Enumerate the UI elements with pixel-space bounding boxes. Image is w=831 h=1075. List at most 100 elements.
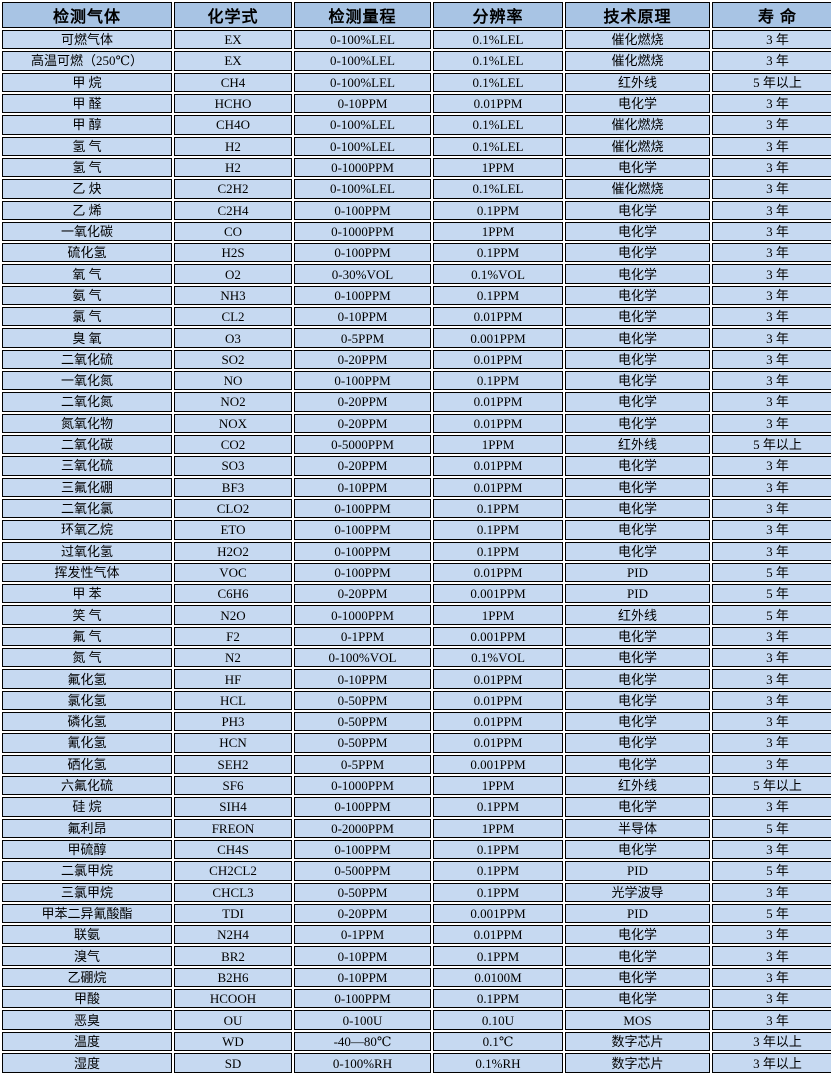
formula-cell: TDI xyxy=(174,903,292,924)
table-row: 氟化氢 HF 0-10PPM 0.01PPM 电化学 3 年 xyxy=(2,669,831,689)
lifespan-cell: 3 年 xyxy=(712,733,831,753)
lifespan-cell: 5 年 xyxy=(712,562,831,583)
range-cell: 0-1PPM xyxy=(294,925,431,945)
principle-cell: 红外线 xyxy=(565,434,710,455)
principle-cell: 电化学 xyxy=(565,989,710,1009)
range-cell: 0-100PPM xyxy=(294,797,431,817)
principle-cell: 电化学 xyxy=(565,328,710,348)
header-cell-principle: 技术原理 xyxy=(565,2,710,28)
lifespan-cell: 5 年 xyxy=(712,605,831,625)
table-row: 氢 气 H2 0-100%LEL 0.1%LEL 催化燃烧 3 年 xyxy=(2,136,831,156)
range-cell: 0-10PPM xyxy=(294,307,431,327)
formula-cell: SD xyxy=(174,1053,292,1073)
table-row: 氮氧化物 NOX 0-20PPM 0.01PPM 电化学 3 年 xyxy=(2,413,831,433)
gas-name-cell: 氧 气 xyxy=(2,264,172,284)
formula-cell: N2O xyxy=(174,605,292,625)
table-row: 二氧化氮 NO2 0-20PPM 0.01PPM 电化学 3 年 xyxy=(2,392,831,412)
resolution-cell: 0.1PPM xyxy=(433,989,563,1009)
principle-cell: 电化学 xyxy=(565,946,710,966)
lifespan-cell: 3 年 xyxy=(712,285,831,306)
gas-name-cell: 温度 xyxy=(2,1031,172,1051)
gas-name-cell: 氟 气 xyxy=(2,626,172,647)
resolution-cell: 1PPM xyxy=(433,775,563,796)
formula-cell: CH4O xyxy=(174,115,292,135)
formula-cell: WD xyxy=(174,1031,292,1051)
resolution-cell: 0.01PPM xyxy=(433,925,563,945)
lifespan-cell: 3 年 xyxy=(712,157,831,178)
resolution-cell: 0.01PPM xyxy=(433,690,563,710)
resolution-cell: 0.10U xyxy=(433,1010,563,1030)
principle-cell: 电化学 xyxy=(565,307,710,327)
resolution-cell: 0.1PPM xyxy=(433,882,563,902)
gas-name-cell: 二氧化氯 xyxy=(2,498,172,519)
lifespan-cell: 3 年 xyxy=(712,413,831,433)
principle-cell: 电化学 xyxy=(565,967,710,988)
principle-cell: 光学波导 xyxy=(565,882,710,902)
gas-name-cell: 二氯甲烷 xyxy=(2,861,172,881)
resolution-cell: 0.1PPM xyxy=(433,200,563,220)
range-cell: 0-1000PPM xyxy=(294,157,431,178)
resolution-cell: 0.01PPM xyxy=(433,733,563,753)
lifespan-cell: 3 年 xyxy=(712,328,831,348)
range-cell: 0-500PPM xyxy=(294,861,431,881)
gas-name-cell: 甲 苯 xyxy=(2,584,172,604)
formula-cell: OU xyxy=(174,1010,292,1030)
resolution-cell: 0.01PPM xyxy=(433,349,563,369)
principle-cell: 电化学 xyxy=(565,797,710,817)
formula-cell: EX xyxy=(174,30,292,50)
lifespan-cell: 5 年以上 xyxy=(712,434,831,455)
gas-name-cell: 三氧化硫 xyxy=(2,456,172,476)
resolution-cell: 0.01PPM xyxy=(433,307,563,327)
principle-cell: PID xyxy=(565,861,710,881)
principle-cell: 电化学 xyxy=(565,221,710,242)
principle-cell: 电化学 xyxy=(565,626,710,647)
formula-cell: VOC xyxy=(174,562,292,583)
lifespan-cell: 3 年 xyxy=(712,115,831,135)
range-cell: 0-50PPM xyxy=(294,690,431,710)
lifespan-cell: 3 年 xyxy=(712,200,831,220)
gas-name-cell: 可燃气体 xyxy=(2,30,172,50)
gas-name-cell: 硅 烷 xyxy=(2,797,172,817)
gas-name-cell: 二氧化碳 xyxy=(2,434,172,455)
principle-cell: 电化学 xyxy=(565,456,710,476)
resolution-cell: 0.01PPM xyxy=(433,456,563,476)
principle-cell: 电化学 xyxy=(565,264,710,284)
table-body: 可燃气体 EX 0-100%LEL 0.1%LEL 催化燃烧 3 年高温可燃（250℃） E… xyxy=(2,30,831,1073)
gas-name-cell: 甲苯二异氰酸酯 xyxy=(2,903,172,924)
lifespan-cell: 3 年以上 xyxy=(712,1031,831,1051)
formula-cell: NOX xyxy=(174,413,292,433)
formula-cell: SO2 xyxy=(174,349,292,369)
gas-name-cell: 环氧乙烷 xyxy=(2,520,172,540)
formula-cell: HCN xyxy=(174,733,292,753)
header-row: 检测气体 化学式 检测量程 分辨率 技术原理 寿 命 xyxy=(2,2,831,28)
range-cell: 0-20PPM xyxy=(294,456,431,476)
table-row: 硫化氢 H2S 0-100PPM 0.1PPM 电化学 3 年 xyxy=(2,243,831,263)
formula-cell: N2 xyxy=(174,648,292,668)
resolution-cell: 0.01PPM xyxy=(433,93,563,114)
range-cell: 0-100PPM xyxy=(294,371,431,391)
lifespan-cell: 3 年 xyxy=(712,1010,831,1030)
range-cell: -40—80℃ xyxy=(294,1031,431,1051)
resolution-cell: 0.1PPM xyxy=(433,243,563,263)
gas-name-cell: 甲硫醇 xyxy=(2,839,172,860)
table-row: 甲 烷 CH4 0-100%LEL 0.1%LEL 红外线 5 年以上 xyxy=(2,72,831,92)
gas-name-cell: 三氟化硼 xyxy=(2,477,172,497)
formula-cell: SIH4 xyxy=(174,797,292,817)
range-cell: 0-10PPM xyxy=(294,477,431,497)
principle-cell: 红外线 xyxy=(565,72,710,92)
formula-cell: NH3 xyxy=(174,285,292,306)
lifespan-cell: 5 年以上 xyxy=(712,775,831,796)
range-cell: 0-10PPM xyxy=(294,946,431,966)
range-cell: 0-50PPM xyxy=(294,882,431,902)
principle-cell: MOS xyxy=(565,1010,710,1030)
gas-name-cell: 溴气 xyxy=(2,946,172,966)
range-cell: 0-100PPM xyxy=(294,200,431,220)
range-cell: 0-100PPM xyxy=(294,520,431,540)
resolution-cell: 1PPM xyxy=(433,434,563,455)
gas-name-cell: 湿度 xyxy=(2,1053,172,1073)
table-row: 乙 烯 C2H4 0-100PPM 0.1PPM 电化学 3 年 xyxy=(2,200,831,220)
formula-cell: O2 xyxy=(174,264,292,284)
resolution-cell: 1PPM xyxy=(433,605,563,625)
resolution-cell: 0.1%LEL xyxy=(433,72,563,92)
resolution-cell: 0.001PPM xyxy=(433,626,563,647)
